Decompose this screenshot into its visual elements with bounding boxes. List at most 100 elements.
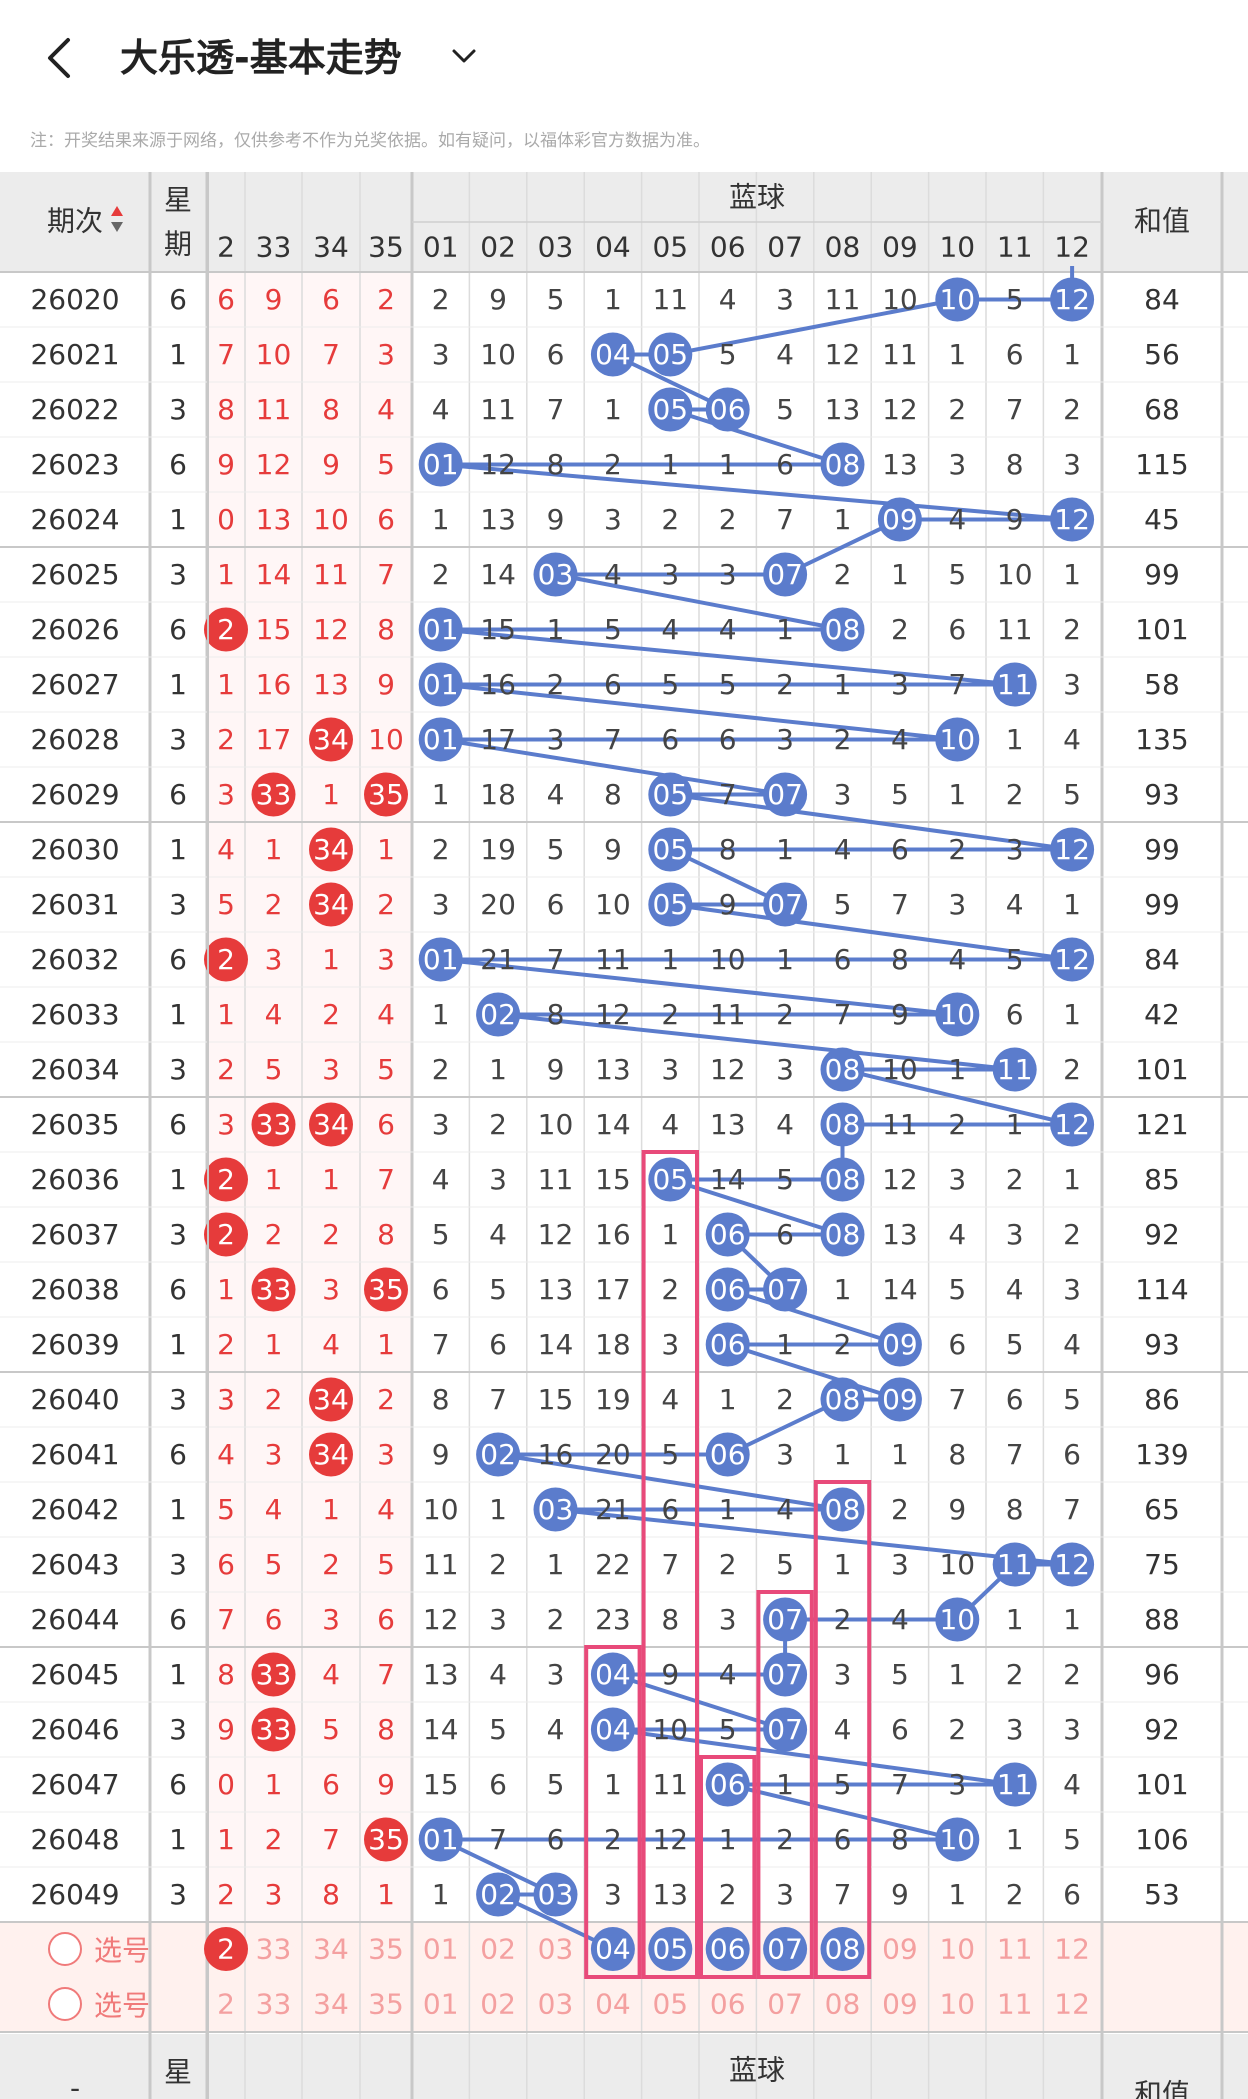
blue-ball-number: 08 — [825, 448, 861, 481]
blue-miss-value: 4 — [432, 1163, 450, 1196]
red-miss-value: 5 — [265, 1548, 283, 1581]
blue-col-header: 07 — [767, 231, 803, 264]
red-miss-value: 6 — [377, 503, 395, 536]
blue-miss-value: 17 — [480, 723, 516, 756]
blue-miss-value: 1 — [719, 1493, 737, 1526]
blue-miss-value: 3 — [661, 1328, 679, 1361]
blue-miss-value: 5 — [661, 668, 679, 701]
radio-circle-icon — [48, 1987, 82, 2021]
blue-miss-value: 1 — [834, 1273, 852, 1306]
blue-miss-value: 3 — [948, 888, 966, 921]
red-select-number: 2 — [217, 1988, 235, 2021]
period-cell: 26028 — [30, 723, 119, 756]
week-cell: 6 — [169, 1768, 187, 1801]
blue-ball-number: 05 — [652, 888, 688, 921]
blue-ball — [533, 1872, 578, 1917]
period-cell: 26029 — [30, 778, 119, 811]
row-bg — [0, 1482, 207, 1537]
blue-ball-number: 09 — [882, 1383, 918, 1416]
blue-miss-value: 2 — [661, 1273, 679, 1306]
blue-miss-value: 10 — [997, 558, 1033, 591]
chevron-left-icon[interactable] — [40, 30, 80, 86]
period-cell: 26030 — [30, 833, 119, 866]
blue-miss-value: 5 — [489, 1273, 507, 1306]
red-ball-number: 34 — [313, 833, 349, 866]
blue-miss-value: 3 — [432, 888, 450, 921]
blue-miss-value: 5 — [604, 613, 622, 646]
period-cell: 26025 — [30, 558, 119, 591]
blue-miss-value: 11 — [652, 283, 688, 316]
sum-cell: 86 — [1144, 1383, 1180, 1416]
red-ball-number: 2 — [217, 1163, 235, 1196]
red-select-number: 34 — [313, 1988, 349, 2021]
blue-miss-value: 9 — [891, 998, 909, 1031]
blue-ball — [705, 1267, 750, 1312]
blue-select-number: 09 — [882, 1933, 918, 1966]
blue-miss-value: 2 — [948, 1713, 966, 1746]
period-cell: 26047 — [30, 1768, 119, 1801]
sort-down-icon — [111, 222, 123, 232]
select-area-bg-sum — [1102, 1922, 1248, 2032]
period-cell: 26035 — [30, 1108, 119, 1141]
red-ball-number: 34 — [313, 888, 349, 921]
blue-miss-value: 1 — [604, 1768, 622, 1801]
week-cell: 6 — [169, 1438, 187, 1471]
footer-period: - — [70, 2072, 80, 2099]
blue-ball — [935, 1597, 980, 1642]
blue-miss-value: 4 — [547, 778, 565, 811]
red-ball-number: 33 — [256, 1658, 292, 1691]
blue-miss-value: 11 — [480, 393, 516, 426]
blue-ball-number: 08 — [825, 1053, 861, 1086]
blue-miss-value: 3 — [719, 558, 737, 591]
blue-miss-value: 6 — [489, 1768, 507, 1801]
blue-select-number: 10 — [939, 1933, 975, 1966]
blue-miss-value: 6 — [948, 613, 966, 646]
period-cell: 26043 — [30, 1548, 119, 1581]
blue-miss-value: 7 — [719, 778, 737, 811]
blue-miss-value: 21 — [595, 1493, 631, 1526]
blue-miss-value: 15 — [480, 613, 516, 646]
blue-ball — [935, 992, 980, 1037]
blue-ball — [820, 1157, 865, 1202]
blue-ball — [648, 827, 693, 872]
red-miss-value: 7 — [217, 1603, 235, 1636]
blue-ball — [1050, 277, 1095, 322]
sum-cell: 115 — [1135, 448, 1188, 481]
chevron-down-icon[interactable] — [448, 40, 480, 72]
blue-ball-number: 08 — [825, 1493, 861, 1526]
blue-miss-value: 6 — [1006, 338, 1024, 371]
red-select-number: 33 — [256, 1988, 292, 2021]
blue-miss-value: 15 — [423, 1768, 459, 1801]
select-number-toggle[interactable]: 选号 — [48, 1978, 150, 2030]
blue-ball-number: 03 — [538, 1493, 574, 1526]
select-number-label: 选号 — [94, 1989, 151, 2022]
blue-miss-value: 3 — [891, 1548, 909, 1581]
week-cell: 6 — [169, 778, 187, 811]
red-ball — [204, 937, 248, 982]
red-miss-value: 3 — [265, 1438, 283, 1471]
blue-miss-value: 1 — [547, 613, 565, 646]
blue-ball-number: 11 — [997, 668, 1033, 701]
red-miss-value: 12 — [313, 613, 349, 646]
blue-miss-value: 6 — [547, 888, 565, 921]
blue-miss-value: 2 — [1063, 613, 1081, 646]
blue-miss-value: 4 — [604, 558, 622, 591]
red-ball — [364, 772, 408, 817]
blue-miss-value: 13 — [882, 1218, 918, 1251]
red-miss-value: 13 — [313, 668, 349, 701]
red-ball-number: 2 — [217, 943, 235, 976]
blue-miss-value: 7 — [432, 1328, 450, 1361]
blue-miss-value: 6 — [776, 1218, 794, 1251]
blue-miss-value: 6 — [1006, 998, 1024, 1031]
red-miss-value: 3 — [217, 1383, 235, 1416]
red-miss-value: 1 — [322, 1163, 340, 1196]
row-bg — [0, 602, 207, 657]
blue-ball-number: 04 — [595, 1658, 631, 1691]
red-col-header: 33 — [256, 231, 292, 264]
red-miss-value: 1 — [265, 1328, 283, 1361]
blue-miss-value: 6 — [547, 1823, 565, 1856]
select-number-toggle[interactable]: 选号 — [48, 1923, 150, 1975]
blue-miss-value: 7 — [1006, 1438, 1024, 1471]
red-ball — [309, 1432, 353, 1477]
sum-cell: 101 — [1135, 1768, 1188, 1801]
